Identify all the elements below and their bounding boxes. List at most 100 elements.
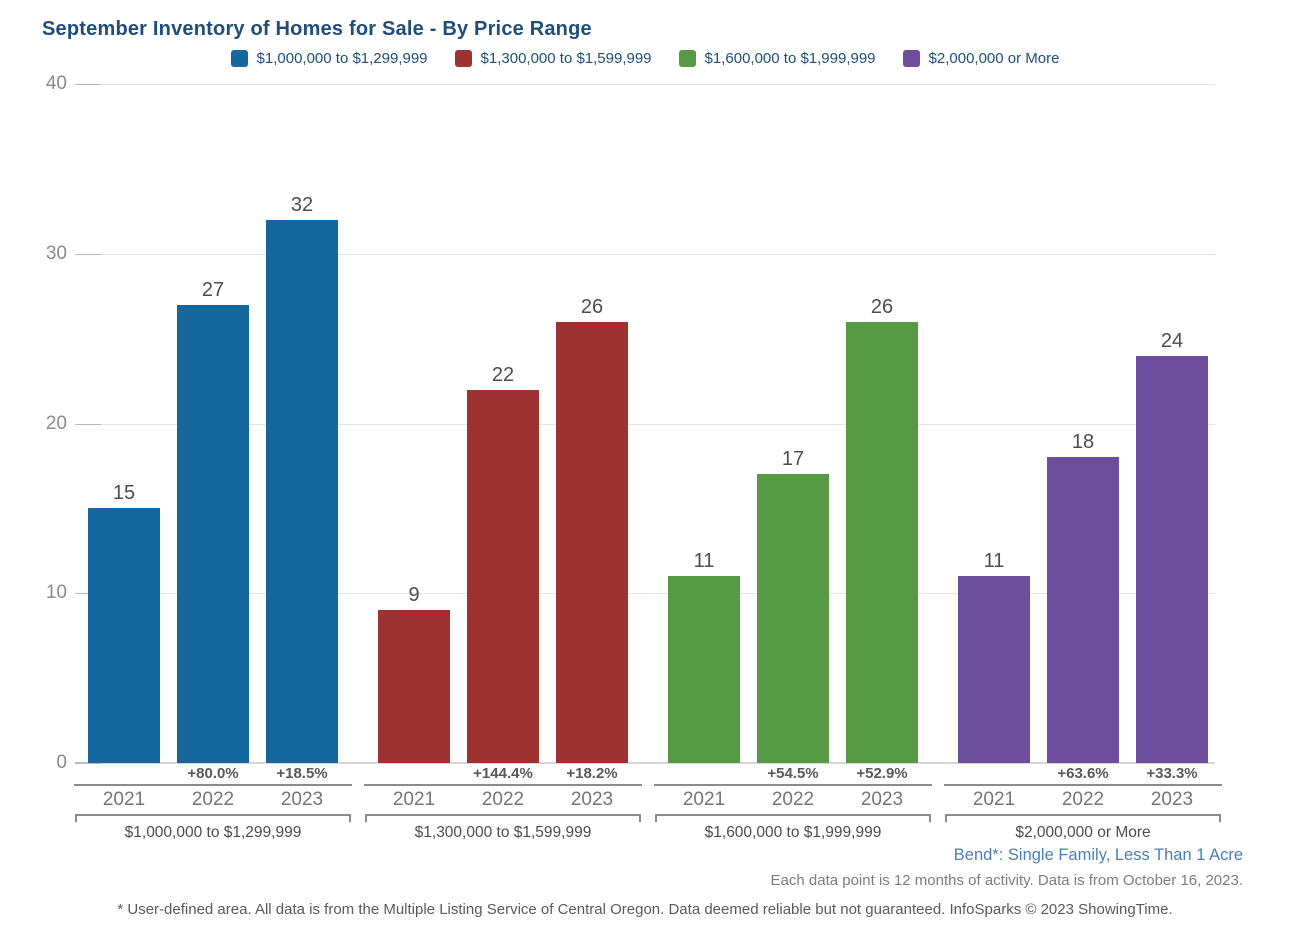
group-bracket xyxy=(655,814,931,822)
bar xyxy=(846,321,918,763)
year-label: 2021 xyxy=(682,789,726,810)
group-bracket xyxy=(365,814,641,822)
pct-change-row: +54.5% +52.9% xyxy=(668,763,918,784)
price-range-group-2: 11 17 26 +54.5% +52.9% 2021 2022 2023 $1,600,000… xyxy=(654,84,932,842)
bar-value-label: 15 xyxy=(112,482,136,505)
y-tick-label: 40 xyxy=(45,73,67,94)
legend-item-3: $2,000,000 or More xyxy=(902,50,1060,67)
legend-item-1: $1,300,000 to $1,599,999 xyxy=(454,50,652,67)
bar xyxy=(757,474,829,763)
bar-slot: 24 xyxy=(1136,329,1208,763)
bar-slot: 26 xyxy=(556,295,628,763)
legend: $1,000,000 to $1,299,999 $1,300,000 to $1… xyxy=(0,50,1290,67)
legend-item-2: $1,600,000 to $1,999,999 xyxy=(678,50,876,67)
year-label: 2022 xyxy=(1061,789,1105,810)
gridline-30 xyxy=(75,253,1215,255)
price-range-group-3: 11 18 24 +63.6% +33.3% 2021 2022 2023 $2,000,000… xyxy=(944,84,1222,842)
disclaimer: * User-defined area. All data is from th… xyxy=(117,901,1173,918)
group-axis-line xyxy=(364,784,642,786)
group-range-label: $1,600,000 to $1,999,999 xyxy=(704,824,882,841)
legend-label: $1,600,000 to $1,999,999 xyxy=(704,50,876,67)
year-label: 2022 xyxy=(481,789,525,810)
bars-row: 15 27 32 xyxy=(88,84,338,763)
years-row: 2021 2022 2023 xyxy=(668,786,918,814)
bar-value-label: 32 xyxy=(290,193,314,216)
bar-slot: 9 xyxy=(378,583,450,763)
pct-change-row: +63.6% +33.3% xyxy=(958,763,1208,784)
legend-swatch-icon xyxy=(678,50,696,67)
bars-row: 11 17 26 xyxy=(668,84,918,763)
bars-row: 9 22 26 xyxy=(378,84,628,763)
year-label: 2021 xyxy=(972,789,1016,810)
group-range-label: $2,000,000 or More xyxy=(1015,824,1151,841)
year-label: 2022 xyxy=(191,789,235,810)
bars-row: 11 18 24 xyxy=(958,84,1208,763)
year-label: 2021 xyxy=(102,789,146,810)
bar-slot: 22 xyxy=(467,363,539,763)
bar-slot: 17 xyxy=(757,447,829,763)
bar xyxy=(556,321,628,763)
bar-slot: 27 xyxy=(177,278,249,763)
y-tick-label: 30 xyxy=(45,242,67,264)
pct-change-label: +18.2% xyxy=(566,765,618,782)
year-label: 2023 xyxy=(1150,789,1194,810)
bar xyxy=(177,304,249,763)
price-range-group-1: 9 22 26 +144.4% +18.2% 2021 2022 2023 $1,300,000… xyxy=(364,84,642,842)
legend-label: $2,000,000 or More xyxy=(928,50,1060,67)
chart-title: September Inventory of Homes for Sale - … xyxy=(42,18,592,40)
pct-change-row: +80.0% +18.5% xyxy=(88,763,338,784)
price-range-group-0: 15 27 32 +80.0% +18.5% 2021 2022 2023 $1,000,000… xyxy=(74,84,352,842)
group-bracket xyxy=(75,814,351,822)
bar-slot: 26 xyxy=(846,295,918,763)
bar-slot: 11 xyxy=(958,549,1030,763)
pct-change-label: +144.4% xyxy=(473,765,533,782)
pct-change-label: +33.3% xyxy=(1146,765,1198,782)
data-note: Each data point is 12 months of activity… xyxy=(770,872,1243,889)
bar-value-label: 26 xyxy=(870,295,894,318)
pct-change-row: +144.4% +18.2% xyxy=(378,763,628,784)
bar-value-label: 17 xyxy=(781,448,805,471)
bar xyxy=(266,219,338,763)
bar-slot: 11 xyxy=(668,549,740,763)
bar xyxy=(1047,457,1119,763)
years-row: 2021 2022 2023 xyxy=(378,786,628,814)
bar-value-label: 27 xyxy=(201,278,225,301)
legend-label: $1,300,000 to $1,599,999 xyxy=(480,50,652,67)
area-note: Bend*: Single Family, Less Than 1 Acre xyxy=(953,846,1243,864)
bar-value-label: 11 xyxy=(693,550,715,573)
years-row: 2021 2022 2023 xyxy=(88,786,338,814)
bar-slot: 32 xyxy=(266,193,338,763)
pct-change-label: +80.0% xyxy=(187,765,239,782)
pct-change-label: +52.9% xyxy=(856,765,908,782)
plot-area: 15 27 32 +80.0% +18.5% 2021 2022 2023 $1,000,000… xyxy=(74,84,1222,841)
legend-swatch-icon xyxy=(230,50,248,67)
y-tick-label: 10 xyxy=(45,582,67,604)
group-axis-line xyxy=(74,784,352,786)
legend-label: $1,000,000 to $1,299,999 xyxy=(256,50,428,67)
gridline-40 xyxy=(75,84,1215,85)
bar xyxy=(668,576,740,763)
group-axis-line xyxy=(654,784,932,786)
gridline-20 xyxy=(75,423,1215,425)
y-tick-label: 0 xyxy=(56,752,67,773)
bar-value-label: 26 xyxy=(580,295,604,318)
year-label: 2021 xyxy=(392,789,436,810)
group-bracket xyxy=(945,814,1221,822)
bar-value-label: 18 xyxy=(1071,431,1095,454)
bar xyxy=(1136,355,1208,763)
bar-groups: 15 27 32 +80.0% +18.5% 2021 2022 2023 $1,000,000… xyxy=(74,84,1222,842)
bar-value-label: 11 xyxy=(983,550,1005,573)
bar xyxy=(378,610,450,763)
pct-change-label: +18.5% xyxy=(276,765,328,782)
bar xyxy=(467,389,539,763)
bar xyxy=(88,508,160,763)
gridline-0 xyxy=(75,762,1215,764)
years-row: 2021 2022 2023 xyxy=(958,786,1208,814)
pct-change-label: +54.5% xyxy=(767,765,819,782)
legend-swatch-icon xyxy=(454,50,472,67)
year-label: 2023 xyxy=(280,789,324,810)
legend-item-0: $1,000,000 to $1,299,999 xyxy=(230,50,428,67)
bar xyxy=(958,576,1030,763)
bar-slot: 18 xyxy=(1047,430,1119,763)
pct-change-label: +63.6% xyxy=(1057,765,1109,782)
